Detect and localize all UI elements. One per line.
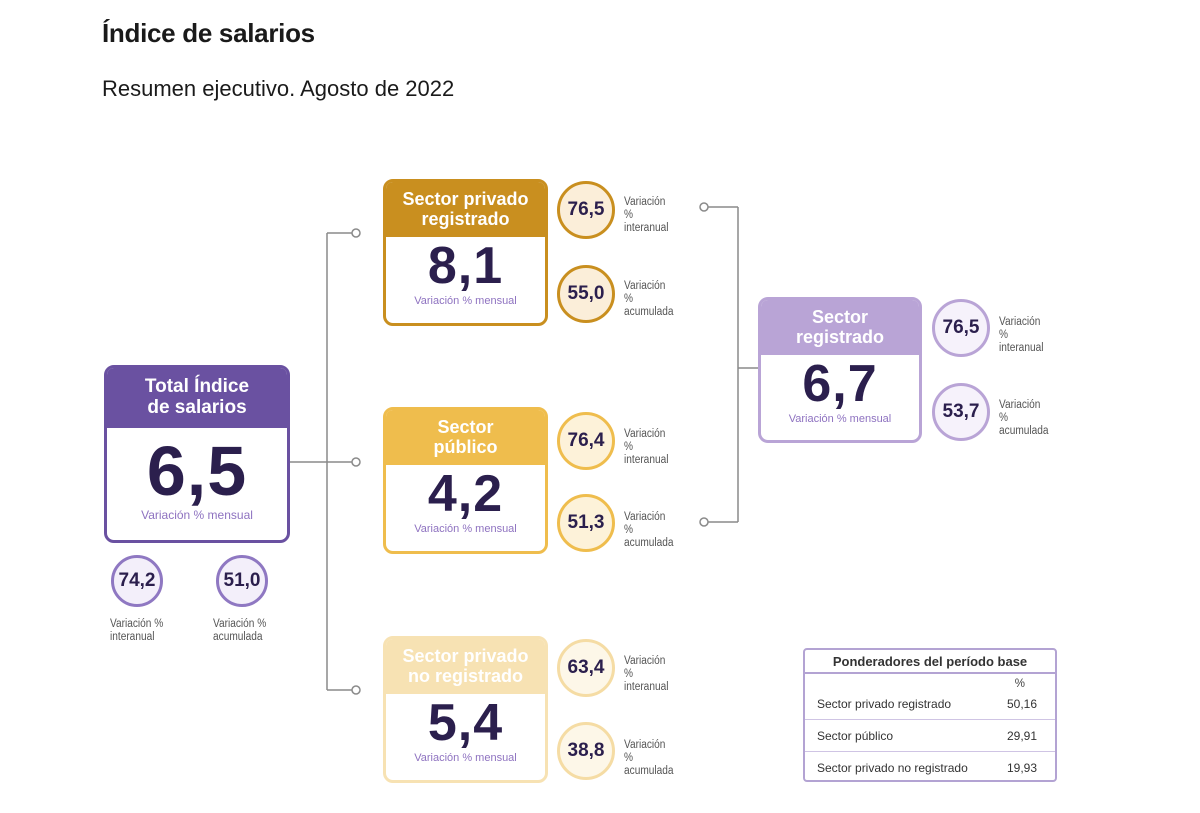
privado-no-registrado-card: Sector privado no registrado 5,4 Variaci… — [383, 636, 548, 783]
ponderadores-row: Sector privado registrado 50,16 — [805, 688, 1055, 720]
privado-registrado-interanual-label: Variación % interanual — [624, 196, 669, 234]
connector-dot-publico — [351, 457, 361, 467]
ponderadores-row-label: Sector privado registrado — [817, 697, 952, 711]
publico-interanual-value: 76,4 — [567, 430, 605, 451]
privado-no-registrado-note: Variación % mensual — [414, 752, 517, 764]
privado-registrado-card: Sector privado registrado 8,1 Variación … — [383, 179, 548, 326]
ponderadores-title: Ponderadores del período base — [805, 650, 1055, 674]
privado-no-registrado-interanual-label: Variación % interanual — [624, 655, 669, 693]
privado-registrado-interanual-value: 76,5 — [567, 199, 605, 220]
sector-registrado-interanual-value: 76,5 — [942, 317, 980, 338]
sector-registrado-value: 6,7 — [802, 355, 878, 413]
publico-title: Sector público — [386, 410, 545, 465]
connector-dot-no-registrado — [351, 685, 361, 695]
privado-no-registrado-title: Sector privado no registrado — [386, 639, 545, 694]
privado-no-registrado-interanual-value: 63,4 — [567, 657, 605, 678]
connector-dot-publico-out — [699, 517, 709, 527]
ponderadores-unit: % — [1014, 678, 1025, 690]
ponderadores-table: Ponderadores del período base % Sector p… — [803, 648, 1057, 782]
privado-no-registrado-acumulada-value: 38,8 — [567, 740, 605, 761]
privado-registrado-interanual-circle: 76,5 — [557, 181, 615, 239]
connector-dot-privado-out — [699, 202, 709, 212]
privado-no-registrado-acumulada-circle: 38,8 — [557, 722, 615, 780]
total-index-card: Total Índice de salarios 6,5 Variación %… — [104, 365, 290, 543]
ponderadores-row-label: Sector público — [817, 729, 894, 743]
privado-no-registrado-value: 5,4 — [427, 694, 504, 752]
connector-dot-privado — [351, 228, 361, 238]
sector-registrado-acumulada-value: 53,7 — [942, 401, 980, 422]
total-interanual-circle: 74,2 — [111, 555, 163, 607]
page-subtitle: Resumen ejecutivo. Agosto de 2022 — [102, 76, 455, 101]
privado-registrado-acumulada-circle: 55,0 — [557, 265, 615, 323]
sector-registrado-acumulada-circle: 53,7 — [932, 383, 990, 441]
publico-card: Sector público 4,2 Variación % mensual — [383, 407, 548, 554]
total-interanual-value: 74,2 — [118, 570, 156, 591]
sector-registrado-card: Sector registrado 6,7 Variación % mensua… — [758, 297, 922, 443]
privado-registrado-acumulada-value: 55,0 — [567, 283, 605, 304]
ponderadores-row-value: 19,93 — [1006, 761, 1037, 775]
ponderadores-row-value: 29,91 — [1006, 729, 1037, 743]
publico-acumulada-circle: 51,3 — [557, 494, 615, 552]
publico-interanual-circle: 76,4 — [557, 412, 615, 470]
privado-registrado-value: 8,1 — [427, 237, 504, 295]
publico-acumulada-value: 51,3 — [567, 512, 605, 533]
publico-note: Variación % mensual — [414, 523, 517, 535]
privado-registrado-acumulada-label: Variación % acumulada — [624, 280, 674, 318]
ponderadores-row: Sector público 29,91 — [805, 720, 1055, 752]
total-acumulada-label: Variación % acumulada — [213, 618, 267, 643]
page-title: Índice de salarios — [102, 18, 315, 48]
publico-value: 4,2 — [427, 465, 504, 523]
ponderadores-divider — [805, 719, 1055, 720]
ponderadores-row-label: Sector privado no registrado — [817, 761, 968, 775]
privado-registrado-note: Variación % mensual — [414, 295, 517, 307]
ponderadores-row-value: 50,16 — [1006, 697, 1037, 711]
privado-no-registrado-interanual-circle: 63,4 — [557, 639, 615, 697]
privado-registrado-title: Sector privado registrado — [386, 182, 545, 237]
total-interanual-label: Variación % interanual — [110, 618, 164, 643]
ponderadores-divider — [805, 751, 1055, 752]
total-index-note: Variación % mensual — [141, 508, 253, 522]
privado-no-registrado-acumulada-label: Variación % acumulada — [624, 739, 674, 777]
publico-acumulada-label: Variación % acumulada — [624, 511, 674, 549]
ponderadores-row: Sector privado no registrado 19,93 — [805, 752, 1055, 784]
total-acumulada-circle: 51,0 — [216, 555, 268, 607]
publico-interanual-label: Variación % interanual — [624, 428, 669, 466]
sector-registrado-title: Sector registrado — [761, 300, 919, 355]
total-index-title: Total Índice de salarios — [107, 368, 287, 428]
sector-registrado-note: Variación % mensual — [788, 413, 892, 425]
sector-registrado-acumulada-label: Variación % acumulada — [999, 399, 1049, 437]
sector-registrado-interanual-circle: 76,5 — [932, 299, 990, 357]
sector-registrado-interanual-label: Variación % interanual — [999, 316, 1044, 354]
total-index-value: 6,5 — [146, 432, 248, 510]
total-acumulada-value: 51,0 — [223, 570, 261, 591]
